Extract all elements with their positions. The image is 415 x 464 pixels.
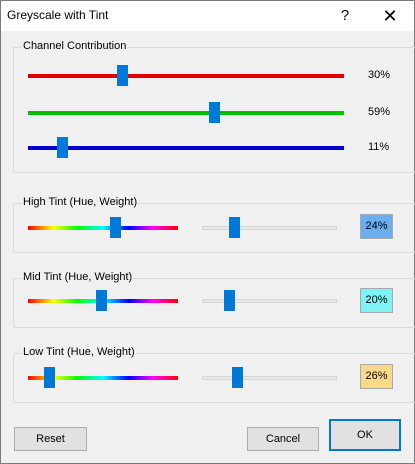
blue-value: 11% [368, 141, 390, 153]
close-button[interactable]: ✕ [382, 6, 398, 26]
ok-button[interactable]: OK [329, 419, 401, 451]
title-bar: Greyscale with Tint ? ✕ [1, 1, 414, 31]
low-tint-hue-thumb[interactable] [43, 367, 55, 388]
mid-tint-weight-value: 20% [360, 288, 393, 313]
mid-tint-group: Mid Tint (Hue, Weight) 20% [13, 271, 415, 328]
green-value: 59% [368, 106, 391, 118]
low-tint-group: Low Tint (Hue, Weight) 26% [13, 346, 415, 403]
green-slider-thumb[interactable] [208, 102, 220, 123]
mid-tint-label: Mid Tint (Hue, Weight) [22, 271, 134, 283]
high-tint-group: High Tint (Hue, Weight) 24% [13, 196, 415, 253]
mid-tint-hue-thumb[interactable] [96, 290, 107, 311]
low-tint-label: Low Tint (Hue, Weight) [22, 346, 136, 358]
mid-tint-weight-thumb[interactable] [223, 290, 235, 311]
high-tint-label: High Tint (Hue, Weight) [22, 196, 139, 208]
cancel-button[interactable]: Cancel [247, 427, 319, 451]
high-tint-weight-thumb[interactable] [228, 217, 240, 238]
window-title: Greyscale with Tint [7, 8, 109, 22]
red-value: 30% [368, 69, 391, 81]
blue-slider-thumb[interactable] [57, 137, 69, 158]
help-button[interactable]: ? [340, 7, 350, 24]
reset-button[interactable]: Reset [14, 427, 87, 451]
channel-contribution-group: Channel Contribution 30% 59% 11% [13, 40, 415, 173]
red-slider-track[interactable] [28, 74, 344, 78]
green-slider-track[interactable] [28, 111, 344, 115]
low-tint-weight-value: 26% [360, 364, 393, 389]
high-tint-weight-track[interactable] [202, 226, 337, 230]
high-tint-hue-track[interactable] [28, 226, 178, 230]
low-tint-weight-thumb[interactable] [231, 367, 243, 388]
high-tint-hue-thumb[interactable] [109, 217, 121, 238]
mid-tint-weight-track[interactable] [202, 299, 337, 303]
low-tint-hue-track[interactable] [28, 376, 178, 380]
blue-slider-track[interactable] [28, 146, 344, 150]
red-slider-thumb[interactable] [117, 65, 129, 86]
high-tint-weight-value: 24% [360, 214, 393, 239]
low-tint-weight-track[interactable] [202, 376, 337, 380]
channel-contribution-label: Channel Contribution [22, 40, 128, 52]
